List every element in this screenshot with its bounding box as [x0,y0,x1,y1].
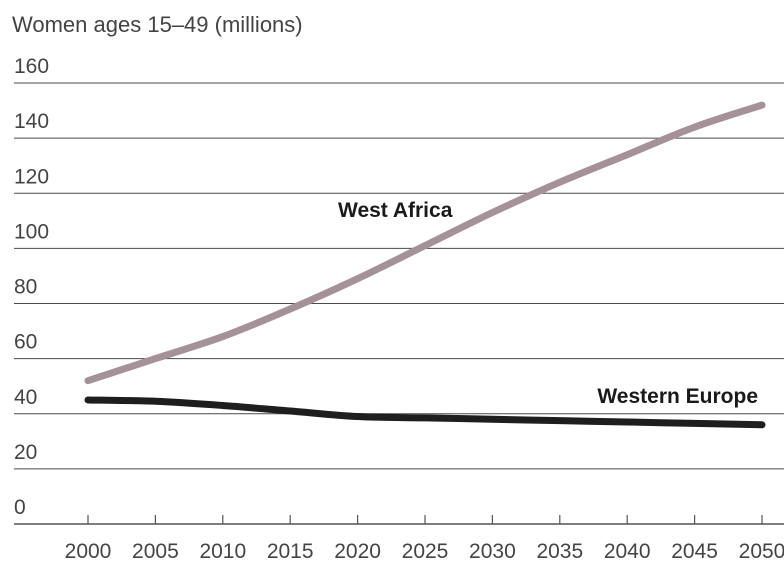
series-label-western-europe: Western Europe [597,385,758,408]
y-tick-label-0: 0 [14,496,26,519]
y-tick-label-20: 20 [14,441,37,464]
series-layer [84,101,766,429]
y-tick-label-140: 140 [14,110,49,133]
y-tick-label-60: 60 [14,331,37,354]
series-line-western-europe [84,396,766,429]
y-tick-label-80: 80 [14,276,37,299]
x-tick-label-2030: 2030 [469,540,516,561]
y-tick-label-160: 160 [14,55,49,78]
x-tick-label-2010: 2010 [199,540,246,561]
series-line-west-africa [84,101,766,385]
y-tick-label-100: 100 [14,220,49,243]
grid-layer [14,82,784,525]
x-tick-label-2015: 2015 [267,540,314,561]
x-tick-label-2005: 2005 [132,540,179,561]
series-labels: West Africa Western Europe [338,199,758,408]
y-tick-label-120: 120 [14,165,49,188]
x-tick-label-2045: 2045 [671,540,718,561]
x-tick-label-2040: 2040 [604,540,651,561]
y-tick-label-40: 40 [14,386,37,409]
series-label-west-africa: West Africa [338,199,453,222]
x-tick-labels: 2000 2005 2010 2015 2020 2025 2030 2035 2040 2045… [65,540,784,561]
x-tick-label-2000: 2000 [65,540,112,561]
x-tick-label-2035: 2035 [536,540,583,561]
y-tick-labels: 0 20 40 60 80 100 120 140 160 [14,55,49,519]
x-tick-label-2020: 2020 [334,540,381,561]
chart-title: Women ages 15–49 (millions) [12,12,303,37]
x-tick-label-2025: 2025 [402,540,449,561]
x-tick-label-2050: 2050 [739,540,784,561]
